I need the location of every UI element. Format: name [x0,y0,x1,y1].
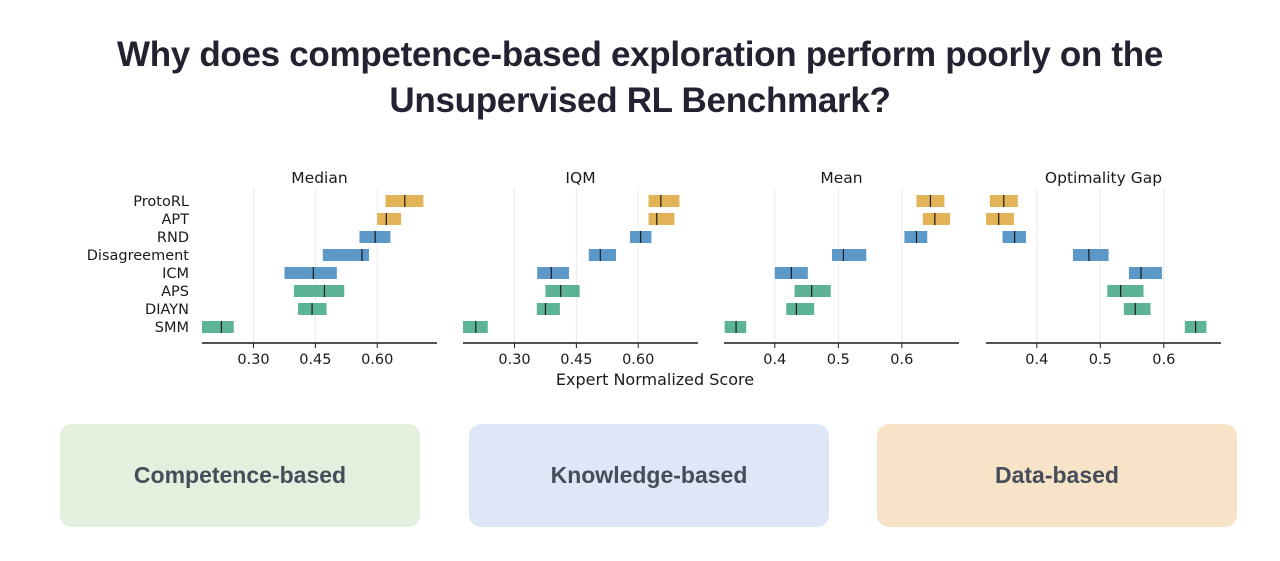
interval-bar-icm [1128,267,1162,279]
interval-bar-diayn [536,303,560,315]
page-title: Why does competence-based exploration pe… [0,32,1280,124]
panel-title-optimality-gap: Optimality Gap [1045,169,1162,187]
x-tick-label: 0.45 [299,352,331,368]
interval-charts: ProtoRLAPTRNDDisagreementICMAPSDIAYNSMM … [87,169,1221,389]
panel-iqm: IQM 0.30 0.45 0.60 [463,169,698,368]
panel-median: Median 0.30 0.45 0.60 [202,169,437,368]
competence-based-card: Competence-based [60,424,420,527]
interval-bar-protorl [648,195,680,207]
interval-bar-disagreement [588,249,616,261]
interval-bar-apt [648,213,675,225]
algorithm-label-aps: APS [161,284,189,300]
panel-title-median: Median [291,169,347,187]
chart-panels: Median 0.30 0.45 0.60 IQM 0.30 0.45 0.60 Mean 0.4… [202,169,1221,368]
x-axis-label: Expert Normalized Score [556,370,754,389]
panel-mean: Mean 0.4 0.5 0.6 [724,169,959,368]
panel-title-iqm: IQM [565,169,595,187]
x-tick-label: 0.6 [890,352,913,368]
knowledge-based-label: Knowledge-based [550,462,748,488]
interval-bar-aps [794,285,831,297]
interval-bar-aps [293,285,345,297]
interval-bar-rnd [904,231,928,243]
x-tick-label: 0.5 [827,352,850,368]
algorithm-label-disagreement: Disagreement [87,248,190,264]
panel-optimality-gap: Optimality Gap 0.4 0.5 0.6 [986,169,1221,368]
interval-bar-disagreement [831,249,867,261]
interval-bar-disagreement [322,249,369,261]
x-tick-label: 0.30 [498,352,530,368]
x-tick-label: 0.45 [560,352,592,368]
x-tick-label: 0.60 [622,352,654,368]
knowledge-based-card: Knowledge-based [469,424,829,527]
interval-bar-smm [724,321,747,333]
data-based-label: Data-based [995,462,1119,488]
algorithm-label-rnd: RND [157,230,189,246]
algorithm-label-diayn: DIAYN [145,302,189,318]
title-line-2: Unsupervised RL Benchmark? [389,81,891,120]
x-tick-label: 0.30 [237,352,269,368]
x-tick-label: 0.4 [763,352,786,368]
algorithm-label-apt: APT [161,212,189,228]
x-tick-label: 0.60 [361,352,393,368]
interval-bar-apt [922,213,951,225]
title-line-1: Why does competence-based exploration pe… [116,35,1164,74]
interval-bar-diayn [786,303,815,315]
interval-bar-aps [545,285,580,297]
x-tick-label: 0.6 [1152,352,1175,368]
panel-title-mean: Mean [820,169,862,187]
interval-bar-diayn [1123,303,1151,315]
competence-based-label: Competence-based [133,462,347,488]
interval-bar-smm [202,321,234,333]
x-tick-label: 0.4 [1025,352,1048,368]
algorithm-labels: ProtoRL APT RND Disagreement ICM APS DIAYN SMM [87,194,190,336]
interval-bar-icm [537,267,569,279]
interval-bar-icm [284,267,337,279]
interval-bar-aps [1107,285,1144,297]
x-tick-label: 0.5 [1089,352,1112,368]
interval-bar-apt [986,213,1014,225]
data-based-card: Data-based [877,424,1237,527]
interval-bar-apt [377,213,402,225]
algorithm-label-icm: ICM [162,266,189,282]
algorithm-label-smm: SMM [155,320,189,336]
interval-bar-disagreement [1073,249,1109,261]
algorithm-label-protorl: ProtoRL [133,194,189,210]
